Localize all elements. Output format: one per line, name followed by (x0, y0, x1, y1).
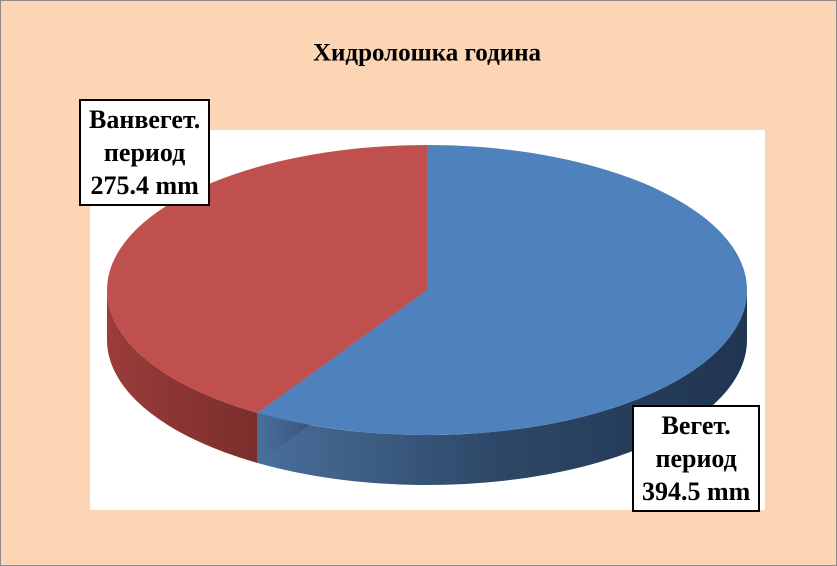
chart-title: Хидролошка година (313, 40, 542, 67)
category-label: Ванвегет. период (89, 105, 201, 167)
slice-side (257, 290, 747, 486)
pie-slice (106, 145, 427, 413)
data-label: Вегет. период 394.5 mm (632, 405, 761, 512)
value-label: 275.4 mm (90, 171, 199, 200)
category-label: Вегет. период (655, 411, 737, 473)
slice-side (107, 290, 258, 463)
value-label: 394.5 mm (642, 477, 751, 506)
pie-slice (257, 145, 747, 435)
data-label: Ванвегет. период 275.4 mm (79, 99, 211, 206)
